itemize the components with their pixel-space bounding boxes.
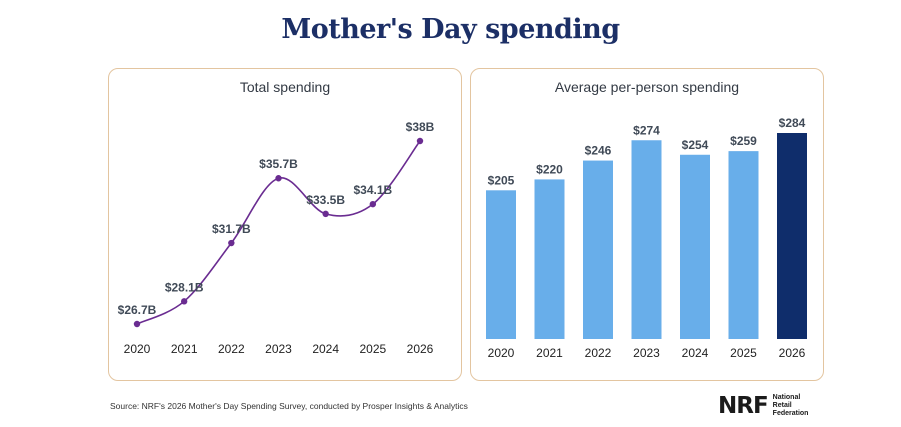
per-person-spending-panel: Average per-person spending $205 2020 $220…: [470, 68, 824, 381]
x-tick-label: 2023: [633, 346, 660, 360]
nrf-logo: NRF National Retail Federation: [718, 393, 808, 419]
nrf-logo-line: Retail: [772, 402, 792, 409]
line-point: [369, 200, 377, 208]
nrf-logo-text: National Retail Federation: [773, 394, 809, 418]
nrf-logo-line: National: [772, 394, 801, 401]
line-point: [322, 210, 329, 218]
x-tick-label: 2020: [124, 342, 151, 356]
x-tick-label: 2024: [312, 342, 339, 356]
x-tick-label: 2022: [585, 346, 612, 360]
line-data-label: $31.7B: [212, 222, 251, 236]
per-person-spending-title: Average per-person spending: [554, 79, 740, 95]
x-tick-label: 2023: [265, 342, 292, 356]
nrf-logo-mark: NRF: [718, 393, 769, 419]
x-tick-label: 2020: [488, 346, 515, 360]
line-point: [228, 239, 235, 247]
line-point: [133, 320, 141, 328]
per-person-bar-chart: $205 2020 $220 2021 $246 2022 $274 2023 $254 2024…: [486, 116, 807, 360]
line-data-label: $35.7B: [259, 157, 298, 171]
x-tick-label: 2026: [407, 342, 434, 356]
line-point: [416, 137, 424, 145]
x-tick-label: 2025: [730, 346, 757, 360]
line-point: [275, 175, 282, 182]
line-data-label: $38B: [406, 120, 435, 134]
x-tick-label: 2026: [779, 346, 806, 360]
bar: [486, 190, 516, 339]
bar: [680, 154, 710, 339]
total-spending-title: Total spending: [239, 79, 331, 95]
bar-data-label: $220: [536, 162, 563, 176]
source-note: Source: NRF's 2026 Mother's Day Spending…: [110, 401, 468, 411]
line-point: [180, 298, 188, 305]
line-data-label: $33.5B: [306, 193, 345, 207]
x-tick-label: 2021: [536, 346, 563, 360]
bar: [777, 133, 807, 339]
bar-data-label: $284: [779, 116, 806, 130]
bar: [534, 179, 565, 339]
bar-data-label: $274: [633, 123, 660, 137]
line-data-label: $34.1B: [353, 183, 392, 197]
bar: [583, 160, 613, 339]
page-title: Mother's Day spending: [281, 14, 620, 45]
total-spending-line-chart: $26.7B 2020 $28.1B 2021 $31.7B 2022 $35.7B 2023…: [118, 120, 435, 356]
x-tick-label: 2024: [682, 346, 709, 360]
total-spending-panel: Total spending $26.7B 2020 $28.1B 2021 $31.7…: [108, 68, 462, 381]
bar: [728, 151, 759, 339]
bar-data-label: $246: [585, 144, 612, 158]
bar: [631, 140, 662, 339]
x-tick-label: 2025: [359, 342, 386, 356]
line-data-label: $28.1B: [165, 280, 204, 294]
bar-data-label: $205: [488, 173, 515, 187]
x-tick-label: 2022: [218, 342, 245, 356]
bar-data-label: $259: [730, 134, 757, 148]
line-data-label: $26.7B: [118, 303, 157, 317]
x-tick-label: 2021: [171, 342, 198, 356]
bar-data-label: $254: [682, 138, 709, 152]
nrf-logo-line: Federation: [772, 410, 809, 417]
